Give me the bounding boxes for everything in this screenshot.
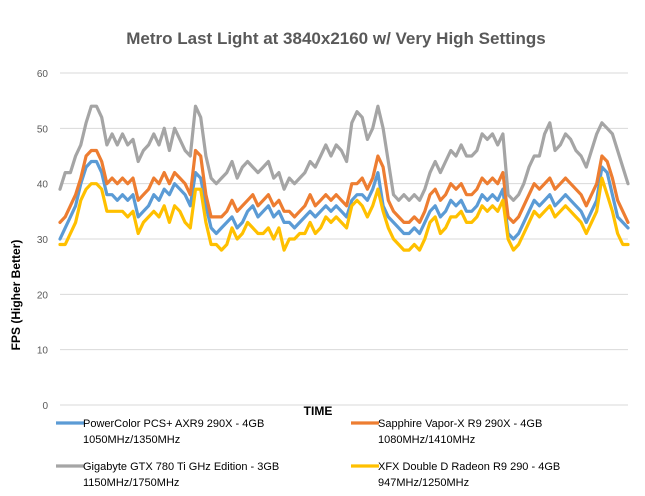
gridlines bbox=[60, 72, 628, 406]
series-line-0 bbox=[58, 159, 630, 241]
series-lines bbox=[58, 104, 630, 252]
y-tick-label: 30 bbox=[37, 235, 49, 246]
y-tick-label: 20 bbox=[37, 290, 49, 301]
legend-label-2: Gigabyte GTX 780 Ti GHz Edition - 3GB bbox=[83, 461, 279, 473]
y-tick-label: 10 bbox=[37, 346, 49, 357]
y-tick-label: 40 bbox=[37, 180, 49, 191]
legend-sublabel-3: 947MHz/1250MHz bbox=[378, 477, 469, 489]
series-line-3 bbox=[58, 176, 630, 252]
chart-title: Metro Last Light at 3840x2160 w/ Very Hi… bbox=[126, 29, 545, 48]
y-tick-label: 0 bbox=[42, 401, 48, 412]
legend-sublabel-0: 1050MHz/1350MHz bbox=[83, 434, 180, 446]
legend: PowerColor PCS+ AXR9 290X - 4GB 1050MHz/1… bbox=[56, 418, 560, 489]
legend-sublabel-2: 1150MHz/1750MHz bbox=[83, 477, 179, 489]
legend-label-3: XFX Double D Radeon R9 290 - 4GB bbox=[378, 461, 560, 473]
y-tick-label: 60 bbox=[37, 69, 49, 80]
y-tick-label: 50 bbox=[37, 124, 49, 135]
y-axis-ticks: 0 10 20 30 40 50 60 bbox=[37, 69, 49, 412]
legend-label-0: PowerColor PCS+ AXR9 290X - 4GB bbox=[83, 418, 264, 430]
series-line-1 bbox=[58, 148, 630, 224]
y-axis-label: FPS (Higher Better) bbox=[9, 240, 23, 351]
legend-sublabel-1: 1080MHz/1410MHz bbox=[378, 434, 475, 446]
series-line-2 bbox=[58, 104, 630, 202]
legend-label-1: Sapphire Vapor-X R9 290X - 4GB bbox=[378, 418, 542, 430]
x-axis-label: TIME bbox=[304, 404, 333, 418]
